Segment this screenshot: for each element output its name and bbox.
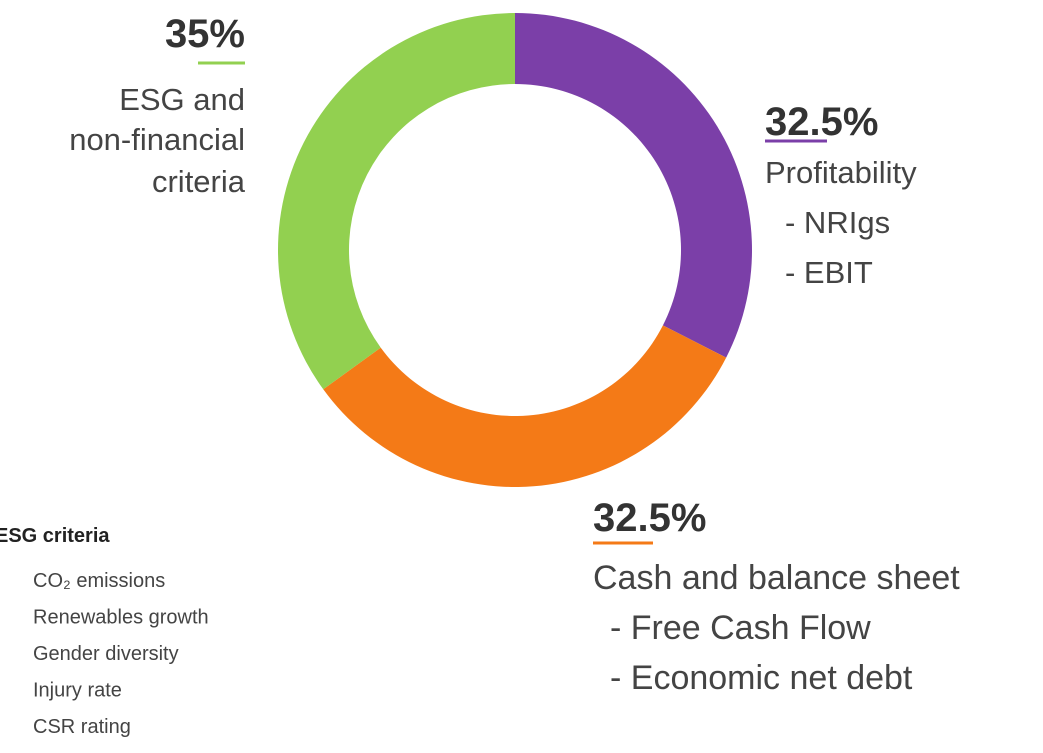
- esg-item: CO₂ emissions: [33, 570, 165, 592]
- esg-item: CSR rating: [33, 716, 131, 738]
- esg-item: Renewables growth: [33, 607, 209, 629]
- value-label: 32.5%: [765, 100, 878, 144]
- slice-label: - EBIT: [785, 255, 873, 290]
- slice-label: Cash and balance sheet: [593, 559, 960, 597]
- donut-slice: [278, 13, 515, 390]
- slice-label: - Economic net debt: [610, 659, 913, 697]
- slice-label: Profitability: [765, 155, 917, 190]
- value-label: 32.5%: [593, 496, 706, 540]
- value-label: 35%: [165, 12, 245, 56]
- esg-item: Gender diversity: [33, 643, 179, 665]
- slice-label: - Free Cash Flow: [610, 609, 871, 647]
- esg-item: Injury rate: [33, 680, 122, 702]
- donut-slice: [515, 13, 752, 358]
- esg-title: ESG criteria: [0, 525, 110, 547]
- slice-label: non-financial: [69, 122, 245, 157]
- slice-label: criteria: [152, 164, 246, 199]
- slice-label: - NRIgs: [785, 205, 890, 240]
- donut-slice: [323, 325, 727, 487]
- slice-label: ESG and: [119, 82, 245, 117]
